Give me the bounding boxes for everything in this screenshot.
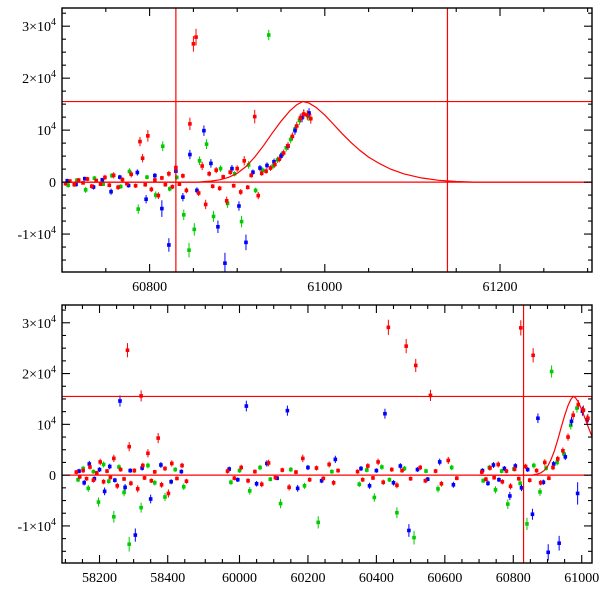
x-tick-label: 60400	[359, 571, 394, 586]
y-tick-label: -1×104	[17, 225, 56, 243]
reference-lines	[62, 305, 592, 563]
x-tick-label: 60000	[222, 571, 257, 586]
data-layer	[63, 28, 313, 272]
series-red	[74, 319, 590, 498]
y-tick-label: 2×104	[22, 69, 56, 87]
y-tick-label: 104	[37, 121, 56, 139]
series-blue	[77, 395, 590, 561]
axis-ticks	[62, 305, 592, 563]
plot-frame	[61, 7, 593, 273]
x-tick-label: 58400	[150, 571, 185, 586]
x-tick-label: 60200	[290, 571, 325, 586]
series-green	[66, 29, 310, 258]
data-layer	[74, 319, 590, 561]
y-tick-label: 0	[49, 469, 56, 484]
x-tick-label: 60600	[427, 571, 462, 586]
x-tick-label: 61000	[564, 571, 599, 586]
y-tick-label: 104	[37, 415, 56, 433]
y-tick-label: 0	[49, 176, 56, 191]
plot-frame	[61, 304, 593, 564]
reference-lines	[62, 8, 592, 272]
axis-ticks	[61, 8, 592, 272]
x-tick-label: 60800	[496, 571, 531, 586]
series-green	[76, 365, 579, 552]
tick-labels: 58200 58400 60000 60200 60400 60600 60800 61000…	[17, 314, 599, 586]
top-panel-chart: 60800 61000 61200 3×104 2×104 104 0 -1×104	[17, 7, 593, 295]
model-curve	[62, 100, 592, 183]
tick-labels: 60800 61000 61200 3×104 2×104 104 0 -1×104	[17, 17, 517, 295]
x-tick-label: 58200	[82, 571, 117, 586]
model-curve	[479, 395, 592, 476]
y-tick-label: 2×104	[22, 365, 56, 383]
y-tick-label: 3×104	[22, 314, 56, 332]
series-red	[63, 28, 313, 210]
x-tick-label: 60800	[132, 280, 167, 295]
y-tick-label: 3×104	[22, 17, 56, 35]
x-tick-label: 61200	[483, 280, 518, 295]
x-tick-label: 61000	[307, 280, 342, 295]
bottom-panel-chart: 58200 58400 60000 60200 60400 60600 60800 61000…	[17, 304, 599, 586]
y-tick-label: -1×104	[17, 517, 56, 535]
